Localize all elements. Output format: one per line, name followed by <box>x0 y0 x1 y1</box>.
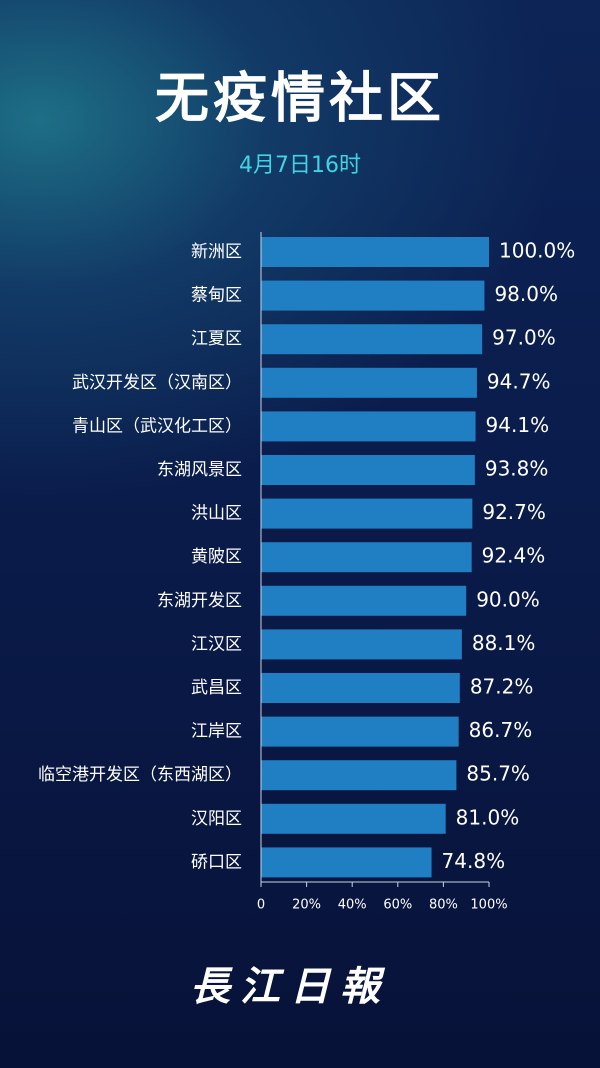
bar <box>261 847 432 878</box>
value-label: 94.1% <box>486 413 550 437</box>
bar <box>261 716 459 747</box>
value-label: 97.0% <box>492 326 556 350</box>
bar <box>261 803 446 834</box>
category-label: 武汉开发区（汉南区） <box>72 373 242 393</box>
value-label: 87.2% <box>470 675 534 699</box>
bar <box>261 585 467 616</box>
value-label: 98.0% <box>494 282 558 306</box>
value-label: 74.8% <box>442 849 506 873</box>
bar <box>261 542 472 573</box>
x-tick-label: 0 <box>257 898 265 913</box>
category-label: 江汉区 <box>191 634 242 654</box>
category-label: 新洲区 <box>191 242 242 262</box>
value-label: 90.0% <box>476 587 540 611</box>
bar <box>261 629 462 660</box>
category-label: 江夏区 <box>191 329 242 349</box>
bar <box>261 367 477 398</box>
bar <box>261 498 473 529</box>
chart-title: 无疫情社区 <box>155 67 445 130</box>
x-tick-label: 60% <box>383 898 412 913</box>
source-logo: 長江日報 <box>190 963 390 1010</box>
category-label: 硚口区 <box>191 852 242 872</box>
category-label: 黄陂区 <box>191 547 242 567</box>
x-tick-label: 80% <box>429 898 458 913</box>
bar <box>261 280 485 311</box>
bar <box>261 411 476 442</box>
bar <box>261 237 489 267</box>
x-tick-label: 100% <box>470 898 507 913</box>
category-label: 临空港开发区（东西湖区） <box>38 765 242 785</box>
value-label: 92.4% <box>482 544 546 568</box>
category-label: 汉阳区 <box>191 809 242 829</box>
value-label: 88.1% <box>472 631 536 655</box>
value-label: 81.0% <box>456 805 520 829</box>
value-label: 92.7% <box>482 500 546 524</box>
x-tick-label: 20% <box>292 898 321 913</box>
bar <box>261 760 457 791</box>
value-label: 86.7% <box>469 718 533 742</box>
value-label: 93.8% <box>485 457 549 481</box>
value-label: 94.7% <box>487 369 551 393</box>
bar <box>261 324 483 355</box>
x-tick-label: 40% <box>338 898 367 913</box>
bar <box>261 673 460 703</box>
category-label: 武昌区 <box>191 678 242 698</box>
chart-subtitle: 4月7日16时 <box>239 153 361 178</box>
value-label: 100.0% <box>499 239 575 263</box>
category-label: 蔡甸区 <box>191 286 242 306</box>
category-label: 东湖开发区 <box>157 591 242 611</box>
value-label: 85.7% <box>466 762 530 786</box>
bar <box>261 455 475 485</box>
category-label: 江岸区 <box>191 722 242 742</box>
category-label: 洪山区 <box>191 504 242 524</box>
category-label: 东湖风景区 <box>157 460 242 480</box>
category-label: 青山区（武汉化工区） <box>72 416 242 436</box>
